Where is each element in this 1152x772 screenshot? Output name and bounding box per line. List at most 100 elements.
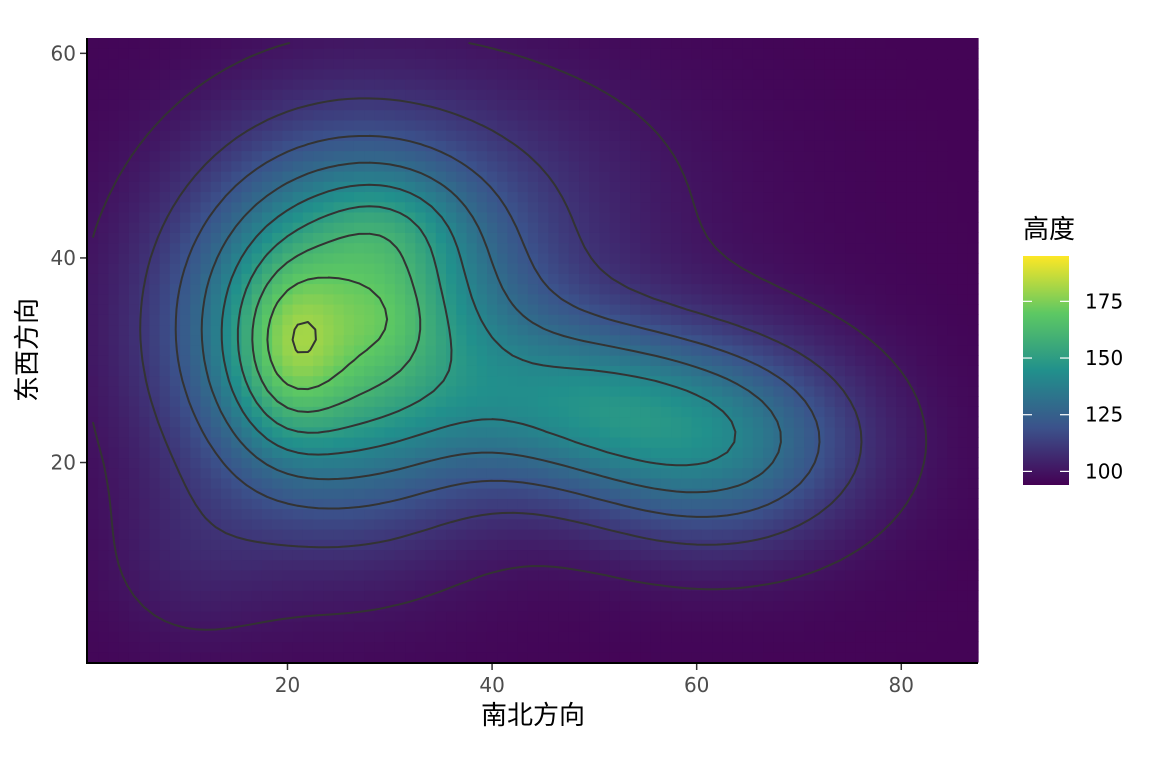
- raster-cell: [128, 191, 140, 203]
- raster-cell: [527, 160, 539, 172]
- raster-cell: [671, 580, 682, 591]
- raster-cell: [937, 191, 948, 203]
- raster-cell: [906, 150, 918, 162]
- raster-cell: [302, 119, 314, 131]
- raster-cell: [425, 263, 437, 274]
- raster-cell: [446, 324, 457, 336]
- raster-cell: [609, 191, 621, 203]
- raster-cell: [865, 375, 877, 387]
- raster-cell: [691, 580, 703, 591]
- raster-cell: [875, 569, 887, 581]
- raster-cell: [926, 621, 938, 632]
- raster-cell: [323, 78, 335, 90]
- raster-cell: [486, 293, 498, 305]
- raster-cell: [824, 631, 836, 643]
- raster-cell: [190, 232, 202, 244]
- raster-cell: [466, 119, 478, 131]
- raster-cell: [446, 222, 457, 233]
- raster-cell: [231, 242, 243, 254]
- raster-cell: [752, 160, 764, 172]
- raster-cell: [241, 416, 253, 428]
- raster-cell: [937, 457, 948, 469]
- raster-cell: [231, 508, 243, 520]
- raster-cell: [456, 334, 468, 346]
- raster-cell: [865, 273, 877, 285]
- raster-cell: [139, 600, 150, 612]
- raster-cell: [712, 324, 723, 336]
- raster-cell: [384, 447, 396, 459]
- raster-cell: [313, 201, 324, 213]
- raster-cell: [957, 518, 969, 530]
- raster-cell: [98, 529, 110, 540]
- raster-cell: [885, 559, 897, 571]
- raster-cell: [139, 549, 150, 561]
- raster-cell: [302, 140, 314, 152]
- raster-cell: [916, 518, 928, 530]
- raster-cell: [415, 293, 427, 305]
- raster-cell: [210, 283, 222, 295]
- raster-cell: [374, 191, 386, 203]
- raster-cell: [896, 641, 907, 653]
- raster-cell: [343, 651, 355, 663]
- raster-cell: [323, 130, 335, 141]
- raster-cell: [906, 78, 918, 90]
- raster-cell: [394, 559, 406, 571]
- raster-cell: [210, 140, 222, 152]
- raster-cell: [568, 385, 580, 397]
- raster-cell: [405, 488, 416, 499]
- raster-cell: [957, 385, 969, 397]
- raster-cell: [845, 559, 856, 571]
- raster-cell: [210, 263, 222, 274]
- raster-cell: [108, 293, 120, 305]
- raster-cell: [507, 170, 519, 182]
- raster-cell: [783, 365, 795, 377]
- raster-cell: [814, 181, 826, 193]
- raster-cell: [865, 293, 877, 305]
- raster-cell: [231, 375, 243, 387]
- raster-cell: [149, 130, 161, 141]
- raster-cell: [231, 303, 243, 315]
- raster-cell: [957, 78, 969, 90]
- raster-cell: [681, 498, 693, 510]
- raster-cell: [507, 559, 519, 571]
- raster-cell: [937, 385, 948, 397]
- raster-cell: [824, 78, 836, 90]
- raster-cell: [486, 580, 498, 591]
- raster-cell: [118, 539, 130, 551]
- raster-cell: [118, 426, 130, 438]
- raster-cell: [599, 549, 611, 561]
- raster-cell: [313, 508, 324, 520]
- raster-cell: [302, 283, 314, 295]
- raster-cell: [476, 631, 488, 643]
- raster-cell: [353, 477, 365, 489]
- raster-cell: [128, 78, 140, 90]
- raster-cell: [855, 273, 867, 285]
- raster-cell: [937, 89, 948, 100]
- raster-cell: [579, 160, 590, 172]
- raster-cell: [323, 140, 335, 152]
- raster-cell: [793, 344, 805, 356]
- raster-cell: [313, 324, 324, 336]
- raster-cell: [660, 651, 672, 663]
- raster-cell: [159, 365, 171, 377]
- raster-cell: [353, 590, 365, 602]
- raster-cell: [88, 355, 99, 366]
- raster-cell: [712, 283, 723, 295]
- raster-cell: [896, 385, 907, 397]
- raster-cell: [159, 99, 171, 111]
- raster-cell: [579, 569, 590, 581]
- raster-cell: [497, 396, 509, 407]
- raster-cell: [538, 600, 549, 612]
- raster-cell: [804, 89, 815, 100]
- raster-cell: [231, 160, 243, 172]
- raster-cell: [681, 263, 693, 274]
- raster-cell: [926, 641, 938, 653]
- raster-cell: [149, 78, 161, 90]
- raster-cell: [906, 283, 918, 295]
- raster-cell: [681, 610, 693, 622]
- raster-cell: [446, 252, 457, 264]
- raster-cell: [180, 232, 191, 244]
- raster-cell: [752, 529, 764, 540]
- raster-cell: [773, 232, 785, 244]
- raster-cell: [926, 283, 938, 295]
